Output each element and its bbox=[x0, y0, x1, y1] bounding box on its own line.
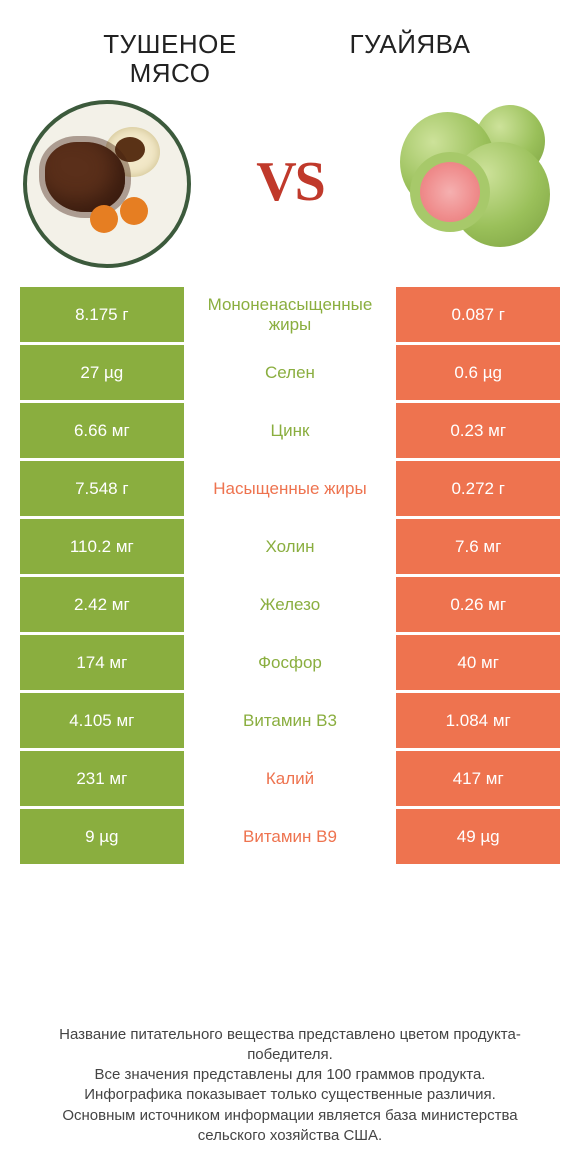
left-value: 2.42 мг bbox=[20, 577, 184, 635]
nutrient-label: Калий bbox=[184, 751, 397, 809]
nutrient-label: Витамин B3 bbox=[184, 693, 397, 751]
left-value: 6.66 мг bbox=[20, 403, 184, 461]
right-value: 40 мг bbox=[396, 635, 560, 693]
left-food-title: ТУШЕНОЕМЯСО bbox=[50, 30, 290, 87]
table-row: 2.42 мгЖелезо0.26 мг bbox=[20, 577, 560, 635]
footer-note: Название питательного вещества представл… bbox=[30, 1025, 550, 1147]
vs-label: VS bbox=[256, 150, 324, 214]
right-value: 0.26 мг bbox=[396, 577, 560, 635]
right-value: 49 µg bbox=[396, 809, 560, 867]
left-value: 174 мг bbox=[20, 635, 184, 693]
right-value: 1.084 мг bbox=[396, 693, 560, 751]
nutrient-label: Цинк bbox=[184, 403, 397, 461]
right-value: 7.6 мг bbox=[396, 519, 560, 577]
nutrient-label: Насыщенные жиры bbox=[184, 461, 397, 519]
table-row: 110.2 мгХолин7.6 мг bbox=[20, 519, 560, 577]
left-value: 8.175 г bbox=[20, 287, 184, 345]
nutrient-label: Железо bbox=[184, 577, 397, 635]
right-value: 0.272 г bbox=[396, 461, 560, 519]
right-value: 0.087 г bbox=[396, 287, 560, 345]
right-food-title: ГУАЙЯВА bbox=[290, 30, 530, 87]
table-row: 8.175 гМононенасыщенные жиры0.087 г bbox=[20, 287, 560, 345]
nutrient-label: Селен bbox=[184, 345, 397, 403]
table-row: 4.105 мгВитамин B31.084 мг bbox=[20, 693, 560, 751]
left-value: 4.105 мг bbox=[20, 693, 184, 751]
right-value: 417 мг bbox=[396, 751, 560, 809]
nutrient-label: Мононенасыщенные жиры bbox=[184, 287, 397, 345]
right-value: 0.6 µg bbox=[396, 345, 560, 403]
nutrient-label: Фосфор bbox=[184, 635, 397, 693]
nutrient-label: Витамин B9 bbox=[184, 809, 397, 867]
nutrition-table: 8.175 гМононенасыщенные жиры0.087 г27 µg… bbox=[20, 287, 560, 867]
pot-roast-illustration bbox=[20, 97, 190, 267]
left-value: 110.2 мг bbox=[20, 519, 184, 577]
infographic-page: ТУШЕНОЕМЯСО ГУАЙЯВА VS 8.175 гМононенасы… bbox=[0, 0, 580, 1174]
nutrient-label: Холин bbox=[184, 519, 397, 577]
guava-illustration bbox=[390, 97, 560, 267]
left-value: 7.548 г bbox=[20, 461, 184, 519]
table-row: 231 мгКалий417 мг bbox=[20, 751, 560, 809]
table-row: 174 мгФосфор40 мг bbox=[20, 635, 560, 693]
header: ТУШЕНОЕМЯСО ГУАЙЯВА bbox=[0, 0, 580, 87]
table-row: 9 µgВитамин B949 µg bbox=[20, 809, 560, 867]
left-value: 27 µg bbox=[20, 345, 184, 403]
left-value: 231 мг bbox=[20, 751, 184, 809]
table-row: 7.548 гНасыщенные жиры0.272 г bbox=[20, 461, 560, 519]
left-value: 9 µg bbox=[20, 809, 184, 867]
table-row: 6.66 мгЦинк0.23 мг bbox=[20, 403, 560, 461]
right-value: 0.23 мг bbox=[396, 403, 560, 461]
table-row: 27 µgСелен0.6 µg bbox=[20, 345, 560, 403]
images-row: VS bbox=[0, 87, 580, 287]
